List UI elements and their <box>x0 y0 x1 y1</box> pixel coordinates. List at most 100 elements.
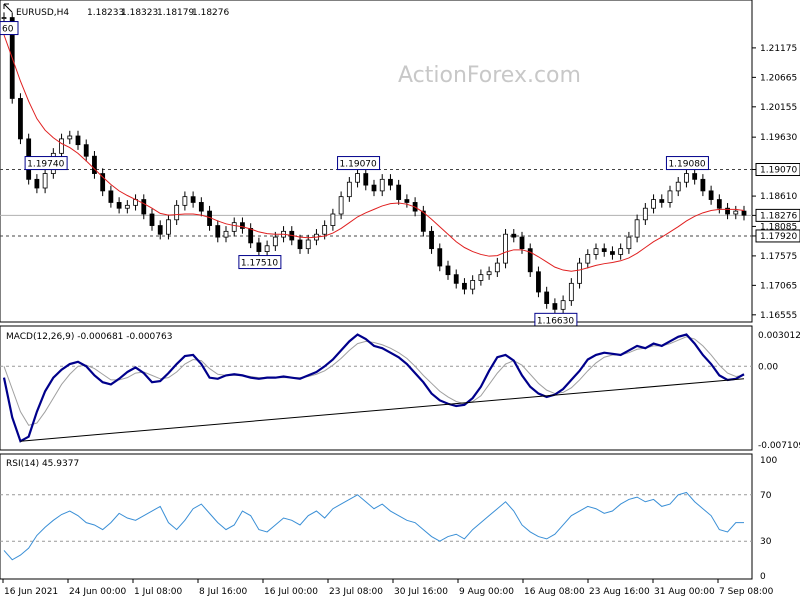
price-tick-label: 1.20155 <box>760 103 797 113</box>
macd-marks: 0.003012 0.00 -0.007109 <box>0 331 800 451</box>
annotation-box <box>24 156 68 171</box>
x-tick-label: 24 Jun 00:00 <box>69 587 126 597</box>
candle-body <box>396 184 402 200</box>
candle-body <box>733 210 739 215</box>
candle-body <box>256 242 262 252</box>
macd-tick-label: -0.007109 <box>758 441 800 451</box>
price-tick-label: 1.17920 <box>760 232 797 242</box>
candle-body <box>346 181 352 198</box>
annotation-label: 60 <box>2 25 14 35</box>
annotation-label: 1.19740 <box>27 160 64 170</box>
candle-body <box>42 173 48 189</box>
price-tick-label: 1.19070 <box>760 166 797 176</box>
annotation-box <box>0 21 19 36</box>
candle-body <box>486 271 492 276</box>
symbol-label: EURUSD,H4 <box>16 8 69 18</box>
price-tick-label: 1.18085 <box>760 222 797 232</box>
candle-body <box>215 225 221 238</box>
x-tick-label: 23 Jul 08:00 <box>329 587 383 597</box>
price-tick-label: 1.20665 <box>760 73 797 83</box>
candle-body <box>527 248 533 273</box>
macd-main-line <box>2 333 745 443</box>
candle-body <box>231 222 237 232</box>
watermark: ActionForex.com <box>398 63 581 88</box>
rsi-panel-frame <box>0 453 753 580</box>
annotation-box <box>665 156 709 171</box>
candle-body <box>511 233 517 238</box>
open-value: 1.18233 <box>87 8 124 18</box>
candle-body <box>264 245 270 252</box>
candle-body <box>593 248 599 255</box>
candle-body <box>708 190 714 200</box>
candle-body <box>684 173 689 183</box>
candle-body <box>470 280 476 290</box>
candle-body <box>116 202 122 209</box>
candle-body <box>503 233 508 264</box>
macd-tick-label: 0.00 <box>758 362 778 372</box>
candle-body <box>626 236 632 250</box>
candle-body <box>437 248 443 267</box>
candle-body <box>741 210 747 216</box>
annotation-box <box>337 156 381 171</box>
rsi-tick-label: 30 <box>760 537 772 547</box>
x-tick-label: 31 Aug 00:00 <box>654 587 715 597</box>
candle-body <box>272 236 278 247</box>
candle-body <box>634 219 640 238</box>
rsi-line <box>3 491 744 561</box>
price-tick-label: 1.19630 <box>760 133 797 143</box>
candle-body <box>100 173 106 192</box>
rsi-tick-label: 70 <box>760 491 772 501</box>
candle-body <box>18 98 23 140</box>
price-tick-label: 1.18610 <box>760 192 797 202</box>
candle-body <box>453 274 459 284</box>
candle-body <box>248 228 254 244</box>
candle-body <box>355 173 360 183</box>
candle-body <box>182 196 188 206</box>
candle-body <box>371 184 377 192</box>
x-tick-label: 1 Jul 08:00 <box>134 587 183 597</box>
price-level-tag <box>755 208 800 222</box>
candle-body <box>338 196 344 215</box>
candle-body <box>166 219 171 235</box>
candle-body <box>75 135 81 146</box>
candle-body <box>610 251 615 255</box>
candle-body <box>675 181 681 192</box>
candle-body <box>494 262 500 273</box>
candle-body <box>174 204 180 221</box>
candle-body <box>585 254 591 264</box>
candle-body <box>240 222 245 229</box>
candle-body <box>552 303 558 310</box>
candle-body <box>519 236 525 250</box>
candle-body <box>618 248 624 255</box>
high-value: 1.18323 <box>121 8 158 18</box>
candle-body <box>141 199 147 215</box>
candle-body <box>190 196 196 203</box>
candle-body <box>642 207 648 221</box>
price-tick-label: 1.17065 <box>760 281 797 291</box>
price-panel: ActionForex.com EURUSD,H4 1.18233 1.1832… <box>0 0 800 327</box>
annotation-box <box>238 255 282 270</box>
price-tick-label: 1.21175 <box>760 44 797 54</box>
price-tick-label: 1.18276 <box>760 211 797 221</box>
candle-body <box>692 173 698 180</box>
annotation-label: 1.19070 <box>340 160 377 170</box>
candle-body <box>700 178 706 192</box>
candle-body <box>363 173 369 186</box>
candle-body <box>667 190 673 203</box>
x-tick-label: 9 Aug 00:00 <box>459 587 514 597</box>
x-tick-label: 30 Jul 16:00 <box>394 587 448 597</box>
candle-body <box>157 225 163 235</box>
candle-body <box>67 135 73 140</box>
candle-body <box>305 239 311 250</box>
candle-body <box>478 274 484 281</box>
candle-body <box>560 300 566 310</box>
candle-body <box>92 155 97 174</box>
candle-body <box>659 199 665 203</box>
candle-body <box>1 17 7 19</box>
macd-tick-label: 0.003012 <box>758 331 800 341</box>
x-tick-label: 23 Aug 16:00 <box>589 587 650 597</box>
moving-average-line <box>3 34 745 272</box>
candle-body <box>601 248 607 252</box>
candle-body <box>651 199 656 209</box>
